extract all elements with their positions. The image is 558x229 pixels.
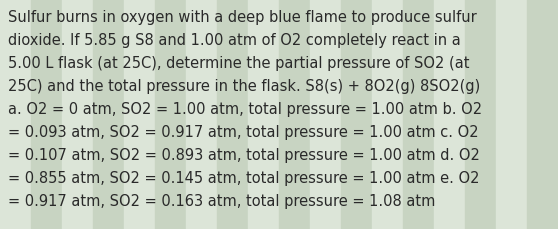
- Bar: [217, 0, 248, 229]
- Text: = 0.093 atm, SO2 = 0.917 atm, total pressure = 1.00 atm c. O2: = 0.093 atm, SO2 = 0.917 atm, total pres…: [8, 124, 479, 139]
- Text: dioxide. If 5.85 g S8 and 1.00 atm of O2 completely react in a: dioxide. If 5.85 g S8 and 1.00 atm of O2…: [8, 33, 461, 48]
- Bar: [372, 0, 403, 229]
- Bar: [0, 0, 31, 229]
- Text: = 0.107 atm, SO2 = 0.893 atm, total pressure = 1.00 atm d. O2: = 0.107 atm, SO2 = 0.893 atm, total pres…: [8, 147, 480, 162]
- Text: = 0.855 atm, SO2 = 0.145 atm, total pressure = 1.00 atm e. O2: = 0.855 atm, SO2 = 0.145 atm, total pres…: [8, 170, 479, 185]
- Bar: [248, 0, 279, 229]
- Bar: [31, 0, 62, 229]
- Bar: [93, 0, 124, 229]
- Bar: [155, 0, 186, 229]
- Bar: [124, 0, 155, 229]
- Bar: [403, 0, 434, 229]
- Bar: [496, 0, 527, 229]
- Bar: [62, 0, 93, 229]
- Text: a. O2 = 0 atm, SO2 = 1.00 atm, total pressure = 1.00 atm b. O2: a. O2 = 0 atm, SO2 = 1.00 atm, total pre…: [8, 101, 482, 117]
- Text: Sulfur burns in oxygen with a deep blue flame to produce sulfur: Sulfur burns in oxygen with a deep blue …: [8, 10, 477, 25]
- Bar: [527, 0, 558, 229]
- Bar: [310, 0, 341, 229]
- Bar: [341, 0, 372, 229]
- Bar: [465, 0, 496, 229]
- Bar: [186, 0, 217, 229]
- Text: = 0.917 atm, SO2 = 0.163 atm, total pressure = 1.08 atm: = 0.917 atm, SO2 = 0.163 atm, total pres…: [8, 193, 435, 208]
- Text: 25C) and the total pressure in the flask. S8(s) + 8O2(g) 8SO2(g): 25C) and the total pressure in the flask…: [8, 79, 480, 94]
- Bar: [279, 0, 310, 229]
- Text: 5.00 L flask (at 25C), determine the partial pressure of SO2 (at: 5.00 L flask (at 25C), determine the par…: [8, 56, 469, 71]
- Bar: [434, 0, 465, 229]
